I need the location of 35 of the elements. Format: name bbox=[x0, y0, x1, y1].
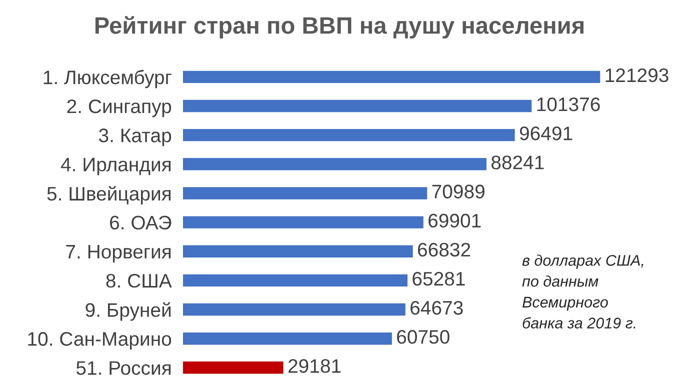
y-tick-label: 3. Катар bbox=[99, 128, 172, 146]
data-label: 66832 bbox=[418, 242, 470, 257]
bar bbox=[183, 245, 413, 258]
bar bbox=[183, 362, 284, 374]
data-label: 88241 bbox=[491, 156, 544, 170]
y-tick-label: 10. Сан-Марино bbox=[28, 332, 172, 350]
data-label: 29181 bbox=[288, 359, 341, 373]
data-label: 101376 bbox=[537, 97, 600, 112]
data-label: 64673 bbox=[410, 300, 463, 315]
annotation: в долларах США, по данным Всемирного банка за 2019 г. bbox=[522, 254, 644, 328]
bar bbox=[183, 274, 408, 287]
y-tick-label: 9. Бруней bbox=[86, 302, 171, 321]
y-tick-label: 2. Сингапур bbox=[67, 99, 172, 118]
y-tick-label: 7. Норвегия bbox=[66, 245, 171, 262]
y-tick-label: 4. Ирландия bbox=[60, 158, 171, 176]
y-tick-label: 8. США bbox=[106, 274, 172, 288]
data-label: 65281 bbox=[412, 272, 465, 286]
chart-title: Рейтинг стран по ВВП на душу населения bbox=[95, 16, 584, 39]
bar bbox=[183, 303, 406, 316]
data-label: 69901 bbox=[428, 214, 481, 228]
y-tick-label: 1. Люксембург bbox=[44, 70, 172, 88]
bar bbox=[183, 332, 392, 345]
data-label: 96491 bbox=[520, 126, 572, 140]
y-tick-label: 51. Россия bbox=[76, 361, 171, 375]
bar bbox=[183, 187, 428, 200]
bar bbox=[183, 100, 532, 112]
data-label: 70989 bbox=[432, 184, 484, 198]
data-label: 60750 bbox=[397, 330, 450, 344]
y-tick-label: 5. Швейцария bbox=[47, 186, 171, 204]
bar bbox=[183, 70, 600, 84]
y-tick-label: 6. ОАЭ bbox=[110, 216, 172, 230]
bar bbox=[183, 128, 515, 142]
data-label: 121293 bbox=[606, 68, 668, 82]
bar bbox=[183, 158, 486, 170]
bar bbox=[183, 216, 424, 228]
